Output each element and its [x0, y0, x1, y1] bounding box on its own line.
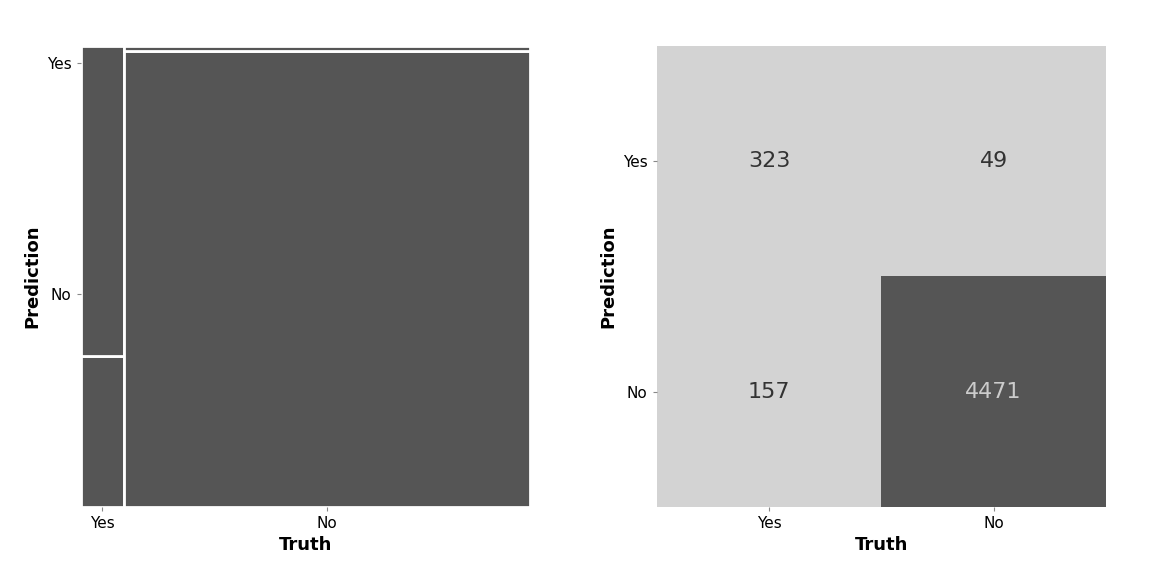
Bar: [881, 276, 1106, 507]
Bar: [81, 46, 123, 356]
Bar: [657, 276, 881, 507]
Text: 157: 157: [748, 382, 790, 401]
Bar: [657, 46, 881, 276]
Bar: [123, 46, 530, 51]
Y-axis label: Prediction: Prediction: [23, 225, 41, 328]
X-axis label: Truth: Truth: [855, 536, 908, 555]
Text: 323: 323: [748, 151, 790, 171]
X-axis label: Truth: Truth: [279, 536, 332, 555]
Text: 49: 49: [979, 151, 1008, 171]
Bar: [81, 356, 123, 507]
Y-axis label: Prediction: Prediction: [599, 225, 617, 328]
Text: 4471: 4471: [965, 382, 1022, 401]
Bar: [881, 46, 1106, 276]
